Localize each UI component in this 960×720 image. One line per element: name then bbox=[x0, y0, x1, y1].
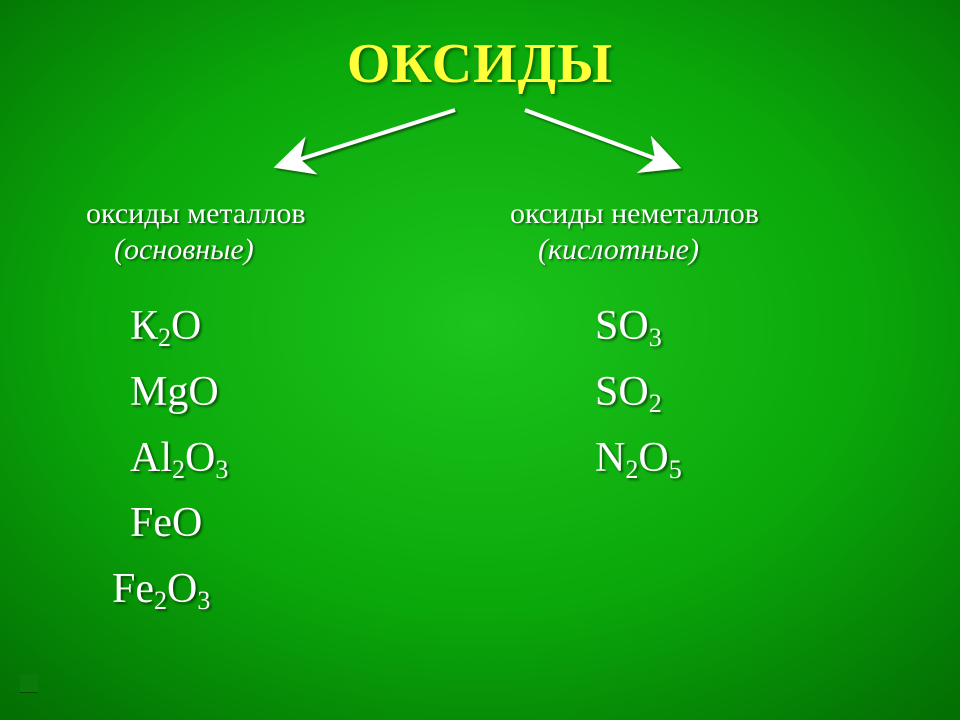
subscript: 2 bbox=[649, 389, 662, 418]
formula-list-right: SO3 SO2 N2O5 bbox=[595, 300, 682, 497]
chemical-formula: FeO bbox=[130, 497, 228, 551]
category-right: оксиды неметаллов (кислотные) bbox=[510, 196, 940, 268]
branch-arrows bbox=[0, 102, 960, 182]
chemical-formula: Al2O3 bbox=[130, 432, 228, 486]
subscript: 2 bbox=[172, 455, 185, 484]
arrow-right-icon bbox=[525, 110, 670, 164]
subscript: 3 bbox=[649, 323, 662, 352]
subscript: 2 bbox=[625, 455, 638, 484]
slide-title: ОКСИДЫ bbox=[0, 32, 960, 96]
chemical-formula: MgO bbox=[130, 366, 228, 420]
category-left-sub: (основные) bbox=[86, 232, 516, 268]
subscript: 2 bbox=[158, 323, 171, 352]
chemical-formula: N2O5 bbox=[595, 432, 682, 486]
subscript: 3 bbox=[197, 586, 210, 615]
category-right-main: оксиды неметаллов bbox=[510, 197, 759, 230]
chemical-formula: SO2 bbox=[595, 366, 682, 420]
chemical-formula: Fe2O3 bbox=[112, 563, 228, 617]
subscript: 5 bbox=[669, 455, 682, 484]
category-left-main: оксиды металлов bbox=[86, 197, 306, 230]
chemical-formula: SO3 bbox=[595, 300, 682, 354]
category-right-sub: (кислотные) bbox=[510, 232, 940, 268]
subscript: 3 bbox=[215, 455, 228, 484]
subscript: 2 bbox=[154, 586, 167, 615]
formula-list-left: К2ОMgOAl2O3FeOFe2O3 bbox=[130, 300, 228, 629]
slide: ОКСИДЫ оксиды металлов (основные) оксиды… bbox=[0, 0, 960, 720]
chemical-formula: К2О bbox=[130, 300, 228, 354]
arrow-left-icon bbox=[285, 110, 455, 164]
corner-marker bbox=[20, 674, 38, 692]
category-left: оксиды металлов (основные) bbox=[86, 196, 516, 268]
